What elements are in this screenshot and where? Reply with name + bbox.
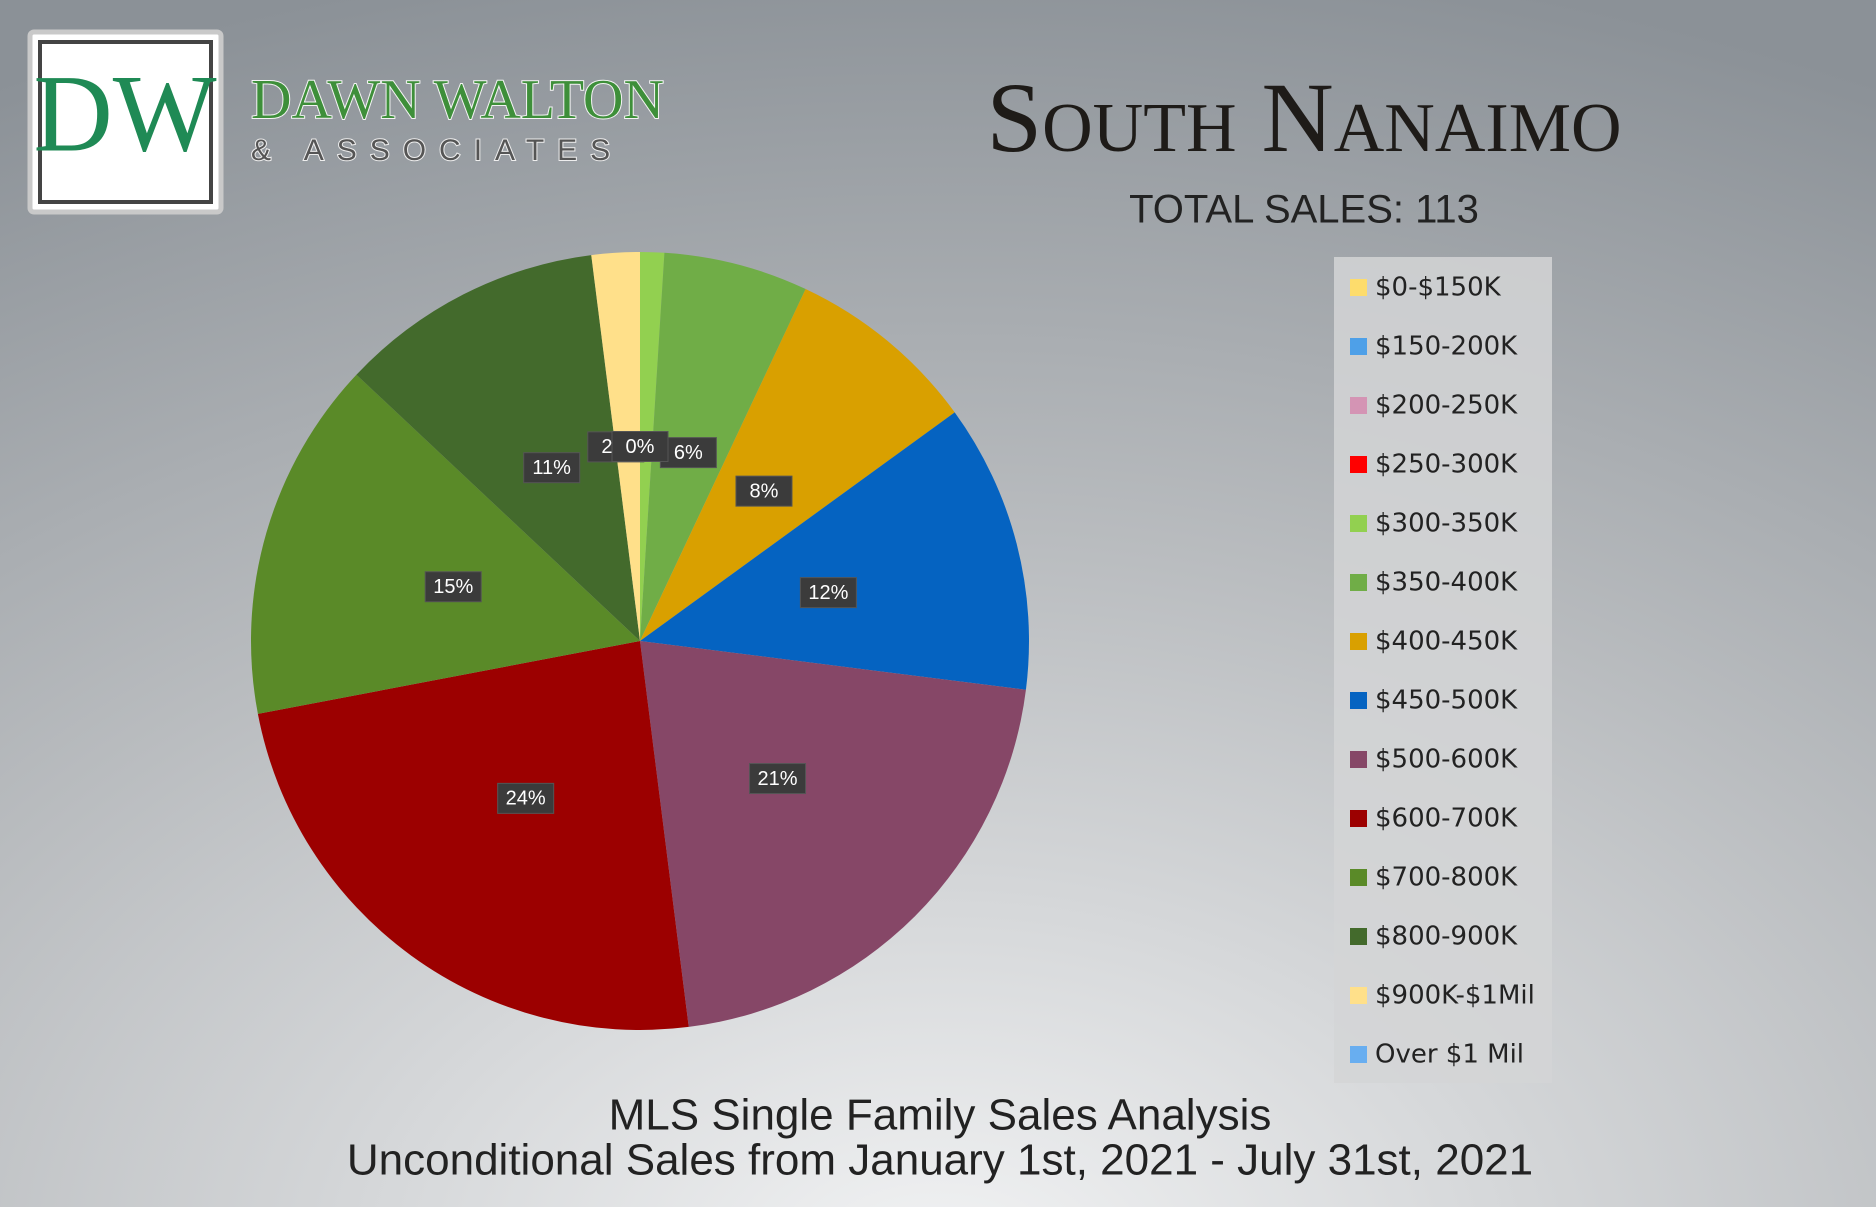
legend-label: $300-350K — [1375, 509, 1518, 539]
legend-label: $400-450K — [1375, 627, 1518, 657]
legend-swatch — [1350, 338, 1367, 355]
pie-slice — [640, 289, 955, 641]
chart-title: South Nanaimo — [986, 62, 1621, 173]
footer-line: Unconditional Sales from January 1st, 20… — [347, 1136, 1533, 1185]
pie-slice — [640, 252, 806, 641]
logo-inner — [38, 40, 213, 204]
legend-swatch — [1350, 397, 1367, 414]
data-label: 24% — [506, 788, 546, 810]
data-label: 6% — [674, 442, 703, 464]
pie-slice — [640, 641, 1026, 1027]
data-label: 12% — [808, 582, 848, 604]
data-label-box — [497, 782, 555, 814]
legend-label: $450-500K — [1375, 686, 1518, 716]
data-label: 8% — [750, 480, 779, 502]
data-label-box — [424, 571, 482, 603]
legend-label: $250-300K — [1375, 450, 1518, 480]
pie-slice — [640, 412, 1029, 690]
data-label: 0% — [626, 436, 655, 458]
legend-label: $0-$150K — [1375, 273, 1502, 303]
legend-swatch — [1350, 692, 1367, 709]
legend-swatch — [1350, 1046, 1367, 1063]
legend-label: $150-200K — [1375, 332, 1518, 362]
pie-slice — [250, 374, 640, 714]
legend-swatch — [1350, 928, 1367, 945]
legend-label: $800-900K — [1375, 922, 1518, 952]
pie-slice — [257, 641, 689, 1030]
data-label-box — [799, 577, 857, 609]
legend-label: $500-600K — [1375, 745, 1518, 775]
legend-swatch — [1350, 515, 1367, 532]
data-label-box — [735, 475, 793, 507]
legend-label: $600-700K — [1375, 804, 1518, 834]
data-label: 11% — [532, 457, 571, 479]
legend-swatch — [1350, 751, 1367, 768]
legend-swatch — [1350, 633, 1367, 650]
data-label-box — [523, 452, 581, 484]
data-label-box — [749, 763, 807, 795]
logo-initials: DW — [33, 52, 216, 174]
legend-label: $200-250K — [1375, 391, 1518, 421]
data-label: 21% — [758, 768, 798, 790]
brand-sub: & ASSOCIATES — [251, 134, 623, 167]
pie-slice — [356, 255, 640, 641]
legend-swatch — [1350, 279, 1367, 296]
legend-label: $900K-$1Mil — [1375, 981, 1535, 1011]
legend-box — [1334, 257, 1552, 1083]
legend-swatch — [1350, 456, 1367, 473]
legend-swatch — [1350, 987, 1367, 1004]
data-label-box — [611, 431, 669, 462]
data-label-box — [659, 437, 717, 469]
legend-label: $700-800K — [1375, 863, 1518, 893]
brand-name: DAWN WALTON — [251, 69, 664, 131]
chart-subtitle: TOTAL SALES: 113 — [1129, 188, 1479, 232]
data-label: 15% — [433, 576, 473, 598]
legend-swatch — [1350, 574, 1367, 591]
legend-label: Over $1 Mil — [1375, 1040, 1524, 1070]
legend-label: $350-400K — [1375, 568, 1518, 598]
legend-swatch — [1350, 810, 1367, 827]
footer-line: MLS Single Family Sales Analysis — [609, 1091, 1272, 1140]
legend-swatch — [1350, 869, 1367, 886]
